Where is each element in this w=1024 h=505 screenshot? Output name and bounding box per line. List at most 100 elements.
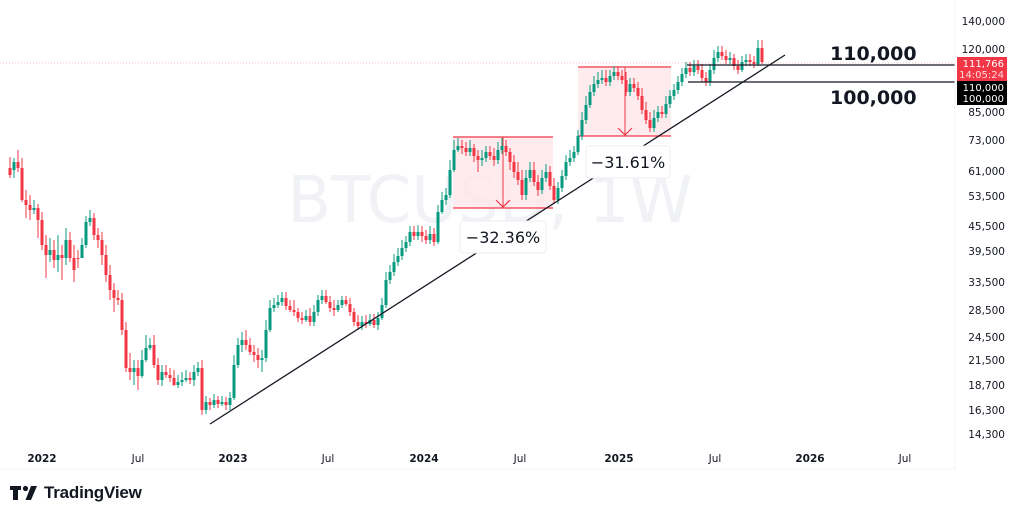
candle — [688, 68, 692, 72]
candle — [572, 152, 576, 158]
candle — [544, 172, 548, 178]
candle — [252, 352, 256, 355]
candle — [508, 152, 512, 162]
time-tick-label: Jul — [513, 453, 527, 465]
horizontal-level[interactable]: 100,000 — [688, 81, 955, 109]
candle — [120, 300, 124, 330]
candle — [612, 72, 616, 76]
candle — [80, 245, 84, 258]
candle — [448, 170, 452, 195]
candle — [620, 76, 624, 80]
candle — [404, 242, 408, 248]
candle — [720, 52, 724, 56]
candle — [684, 68, 688, 74]
candle — [100, 240, 104, 255]
candle — [740, 62, 744, 70]
candle — [568, 158, 572, 162]
candles — [8, 40, 764, 415]
candle — [272, 305, 276, 308]
time-axis[interactable]: 2022 Jul 2023 Jul 2024 Jul 2025 Jul 2026 Jul — [27, 453, 911, 465]
candle — [256, 355, 260, 360]
drawdown-label: −31.61% — [585, 145, 671, 179]
candle — [484, 152, 488, 158]
price-tick-label: 61,000 — [968, 166, 1005, 178]
candle — [472, 148, 476, 156]
candle — [564, 162, 568, 176]
candle — [208, 402, 212, 405]
candle — [696, 66, 700, 70]
candle — [388, 272, 392, 280]
candle — [12, 162, 16, 170]
candle — [32, 208, 36, 210]
candle — [616, 72, 620, 76]
brand-name: TradingView — [44, 483, 142, 502]
candle — [524, 178, 528, 195]
candle — [384, 280, 388, 305]
candle — [284, 298, 288, 306]
chart-area[interactable]: BTCUSD, 1W 110,000 100,000 −32.36% −31.61%… — [0, 0, 1024, 470]
candle — [344, 300, 348, 304]
candle — [212, 400, 216, 405]
candle — [192, 372, 196, 380]
candle — [332, 308, 336, 310]
candle — [648, 120, 652, 128]
candle — [324, 296, 328, 302]
candle — [144, 348, 148, 360]
svg-text:100,000: 100,000 — [963, 94, 1004, 105]
candle — [136, 368, 140, 376]
candle — [248, 345, 252, 352]
candle — [264, 330, 268, 358]
candle — [664, 104, 668, 114]
svg-text:−32.36%: −32.36% — [466, 228, 540, 247]
candle — [756, 48, 760, 64]
candle — [336, 305, 340, 310]
candle — [424, 236, 428, 240]
candle — [148, 345, 152, 348]
candle — [708, 70, 712, 82]
candle — [372, 320, 376, 325]
candle — [244, 340, 248, 345]
svg-text:111,766: 111,766 — [963, 59, 1004, 70]
tradingview-logo[interactable]: TradingView — [10, 483, 142, 503]
candle — [744, 60, 748, 62]
price-tick-label: 140,000 — [962, 16, 1005, 28]
price-tick-label: 53,500 — [968, 191, 1005, 203]
candle — [140, 360, 144, 376]
candle — [236, 345, 240, 365]
candle — [536, 182, 540, 190]
candle — [268, 308, 272, 330]
candle — [748, 60, 752, 62]
candle — [580, 120, 584, 136]
price-tick-label: 73,000 — [968, 135, 1005, 147]
horizontal-level[interactable]: 110,000 — [687, 43, 955, 66]
candle — [640, 96, 644, 110]
candle — [496, 150, 500, 160]
candle — [180, 380, 184, 382]
candle — [60, 255, 64, 258]
price-tick-label: 24,500 — [968, 332, 1005, 344]
price-axis[interactable]: 140,000 120,000 85,000 73,000 61,000 53,500 45… — [962, 16, 1005, 441]
candle — [20, 168, 24, 200]
candle — [300, 318, 304, 320]
drawdown-box[interactable] — [578, 66, 671, 137]
candle — [396, 256, 400, 262]
candle — [692, 66, 696, 72]
candle — [716, 52, 720, 58]
candle — [512, 162, 516, 172]
svg-text:110,000: 110,000 — [963, 83, 1004, 94]
candle — [736, 66, 740, 70]
candle — [96, 235, 100, 240]
candle — [40, 220, 44, 245]
candle — [216, 400, 220, 404]
candle — [200, 368, 204, 410]
candle — [356, 322, 360, 326]
tradingview-logo-icon — [10, 485, 37, 500]
candle — [576, 136, 580, 152]
candle — [72, 258, 76, 270]
candle — [624, 80, 628, 92]
candle — [604, 78, 608, 82]
candle — [428, 234, 432, 240]
candle — [124, 330, 128, 368]
candle — [224, 402, 228, 405]
